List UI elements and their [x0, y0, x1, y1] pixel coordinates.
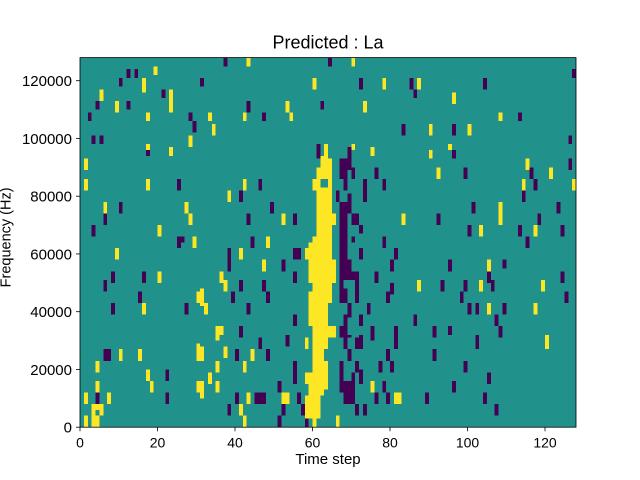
svg-text:60: 60	[305, 435, 321, 451]
svg-text:20000: 20000	[30, 362, 72, 379]
svg-text:100000: 100000	[22, 131, 72, 148]
svg-text:80000: 80000	[30, 189, 72, 206]
svg-text:40: 40	[227, 435, 243, 451]
svg-text:60000: 60000	[30, 246, 72, 263]
svg-text:Frequency (Hz): Frequency (Hz)	[0, 187, 15, 287]
svg-text:100: 100	[456, 435, 480, 451]
svg-text:0: 0	[76, 435, 84, 451]
svg-text:120000: 120000	[22, 73, 72, 90]
svg-text:Time step: Time step	[295, 451, 360, 468]
svg-text:40000: 40000	[30, 304, 72, 321]
svg-text:80: 80	[382, 435, 398, 451]
svg-text:Predicted : La: Predicted : La	[272, 33, 384, 53]
svg-text:20: 20	[150, 435, 166, 451]
svg-text:0: 0	[64, 420, 72, 437]
svg-text:120: 120	[533, 435, 557, 451]
